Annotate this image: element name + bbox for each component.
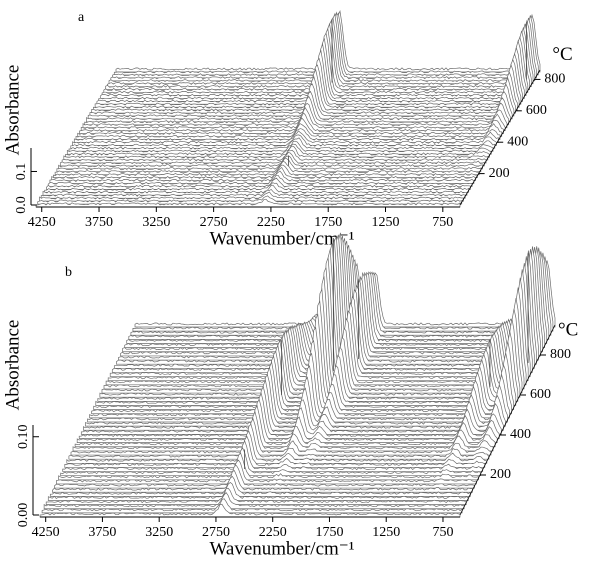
spectrum-row xyxy=(76,398,498,444)
y-tick-label: 0.10 xyxy=(16,424,31,449)
x-tick-label: 2250 xyxy=(257,215,285,230)
spectrum-row xyxy=(39,191,464,202)
t-tick-label: 200 xyxy=(490,467,511,482)
spectrum-row xyxy=(68,423,490,460)
spectrum-row xyxy=(70,417,492,456)
panel xyxy=(39,232,556,518)
x-tick-label: 750 xyxy=(432,525,453,540)
spectrum-row xyxy=(42,184,468,196)
spectrum-row xyxy=(82,102,508,129)
spectrum-row xyxy=(80,106,506,132)
y-tick-label: 0.1 xyxy=(14,163,29,181)
panel-title: a xyxy=(78,10,85,25)
x-tick-label: 1750 xyxy=(314,215,342,230)
t-axis xyxy=(459,324,556,516)
spectrum-row xyxy=(64,435,486,468)
x-tick-label: 750 xyxy=(432,215,453,230)
x-tick-label: 2750 xyxy=(202,525,230,540)
t-axis-label: °C xyxy=(552,44,572,65)
spectrum-row xyxy=(74,404,496,448)
x-tick-label: 4250 xyxy=(28,215,56,230)
spectrum-row xyxy=(51,166,477,181)
x-tick-label: 1250 xyxy=(372,525,400,540)
spectrum-row xyxy=(39,503,461,518)
spectrum-row xyxy=(46,177,471,190)
t-tick-label: 400 xyxy=(507,134,528,149)
spectrum-row xyxy=(47,174,473,187)
spectrum-row xyxy=(75,123,501,140)
y-tick-label: 0.00 xyxy=(16,503,31,528)
spectrum-row xyxy=(58,155,483,170)
t-tick-label: 600 xyxy=(526,103,547,118)
x-tick-label: 3750 xyxy=(85,215,113,230)
spectrum-row xyxy=(40,188,466,199)
spectrum-row xyxy=(37,195,463,205)
t-axis xyxy=(459,69,541,206)
t-tick-label: 200 xyxy=(489,166,510,181)
spectrum-row xyxy=(61,149,487,164)
t-tick-label: 400 xyxy=(510,427,531,442)
y-axis-label: Absorbance xyxy=(2,320,23,411)
spectrum-row xyxy=(52,470,473,493)
spectrum-row xyxy=(54,465,475,489)
t-tick-label: 600 xyxy=(530,387,551,402)
spectrum-row xyxy=(35,198,461,208)
x-tick-label: 2250 xyxy=(259,525,287,540)
x-axis-label: Wavenumber/cm⁻¹ xyxy=(209,538,354,559)
spectrum-row xyxy=(59,151,485,167)
spectrum-row xyxy=(78,392,500,439)
x-tick-label: 3250 xyxy=(142,215,170,230)
y-tick-label: 0.0 xyxy=(14,196,29,214)
spectrum-row xyxy=(41,498,463,514)
spectrum-row xyxy=(56,157,482,173)
spectrum-row xyxy=(62,440,484,472)
spectrum-row xyxy=(49,170,475,184)
x-tick-label: 1250 xyxy=(372,215,400,230)
x-tick-label: 4250 xyxy=(32,525,60,540)
panel-title: b xyxy=(65,265,72,280)
spectrum-row xyxy=(45,487,467,505)
spectrum-row xyxy=(49,475,471,497)
spectrum-row xyxy=(77,117,503,137)
y-axis-label: Absorbance xyxy=(2,65,23,156)
spectrum-row xyxy=(68,137,494,152)
spectrum-row xyxy=(66,140,492,155)
t-tick-label: 800 xyxy=(544,72,565,87)
spectrum-row xyxy=(58,452,479,481)
spectrum-row xyxy=(66,430,488,464)
spectrum-row xyxy=(63,145,489,161)
spectrum-row xyxy=(60,447,482,477)
t-axis-label: °C xyxy=(558,319,578,340)
spectrum-row xyxy=(65,143,490,158)
spectrum-row xyxy=(79,112,504,134)
spectrum-row xyxy=(47,482,469,501)
spectrum-row xyxy=(44,182,470,193)
spectrum-row xyxy=(56,459,477,485)
panel xyxy=(35,10,541,208)
spectrum-row xyxy=(72,410,494,452)
x-tick-label: 2750 xyxy=(200,215,228,230)
spectrum-row xyxy=(43,492,465,510)
spectrum-row xyxy=(72,130,497,146)
spectrum-row xyxy=(70,134,496,149)
spectrum-row xyxy=(53,164,478,179)
x-tick-label: 1750 xyxy=(315,525,343,540)
t-tick-label: 800 xyxy=(550,347,571,362)
x-tick-label: 3250 xyxy=(145,525,173,540)
x-tick-label: 3750 xyxy=(88,525,116,540)
spectrum-row xyxy=(73,128,499,143)
spectrum-row xyxy=(54,160,480,176)
x-axis-label: Wavenumber/cm⁻¹ xyxy=(209,228,354,249)
